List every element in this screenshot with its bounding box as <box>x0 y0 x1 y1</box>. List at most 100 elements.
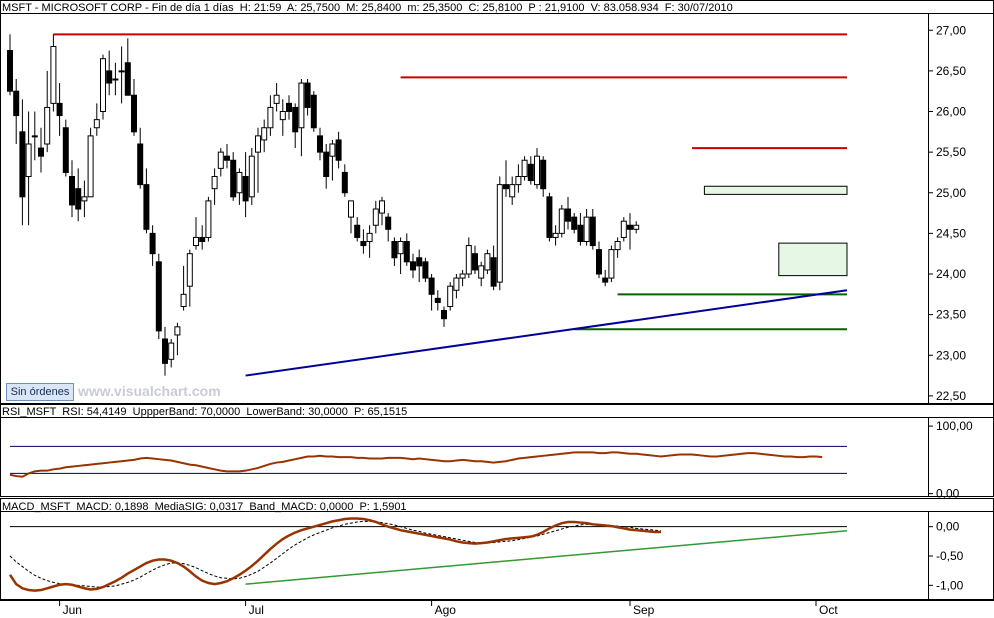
candle-body <box>360 241 367 247</box>
rsi-tick-label: 100,00 <box>936 419 973 433</box>
candle <box>310 91 317 132</box>
candle-body <box>224 155 230 161</box>
candle <box>304 79 311 116</box>
candle-body <box>118 70 125 73</box>
candle-body <box>515 176 522 186</box>
candle <box>527 156 534 185</box>
macd-line <box>8 517 661 592</box>
candle <box>329 139 336 181</box>
candle <box>620 217 627 242</box>
candle <box>248 148 255 205</box>
price-tick-label: 26,00 <box>936 105 966 119</box>
candle-body <box>261 127 268 141</box>
candle <box>44 70 51 153</box>
candle-body <box>577 224 584 242</box>
candle <box>428 274 435 311</box>
candle-body <box>348 200 354 218</box>
candle-body <box>472 253 478 271</box>
candle <box>596 241 602 279</box>
candle-body <box>137 143 144 186</box>
candle <box>515 164 522 193</box>
candle-body <box>558 208 565 234</box>
candle <box>614 237 621 258</box>
rsi-panel-header: RSI_MSFT RSI: 54,4149 UppperBand: 70,000… <box>2 406 408 418</box>
candle-body <box>38 147 44 157</box>
macd-signal-line <box>9 520 662 588</box>
candle <box>69 160 75 218</box>
price-panel-header: MSFT - MICROSOFT CORP - Fin de día 1 día… <box>2 2 733 14</box>
candle-body <box>379 200 385 214</box>
candle-body <box>87 135 94 198</box>
candle <box>81 180 88 218</box>
candle <box>627 213 633 250</box>
candle <box>106 50 113 96</box>
candle <box>19 99 26 226</box>
candle-body <box>546 196 553 238</box>
candle <box>317 127 323 161</box>
candle-body <box>180 293 187 307</box>
candle <box>484 249 491 274</box>
price-tick-label: 27,00 <box>936 23 966 37</box>
candle <box>224 144 230 169</box>
candle <box>503 160 509 197</box>
candle <box>50 34 57 112</box>
candle <box>186 249 193 307</box>
candle-body <box>236 171 243 194</box>
candle <box>25 111 32 226</box>
candle-body <box>267 106 274 129</box>
candle <box>261 119 268 153</box>
candle <box>217 148 224 177</box>
candle <box>255 127 261 193</box>
candle-body <box>403 241 410 263</box>
candle <box>242 152 249 218</box>
candle <box>447 282 454 311</box>
candle-body <box>552 232 559 238</box>
candle-body <box>50 46 57 104</box>
candle-body <box>416 257 423 267</box>
candle-body <box>565 208 571 222</box>
candle <box>87 127 94 198</box>
candle <box>93 103 100 136</box>
candle-body <box>465 245 472 275</box>
candle-body <box>496 184 503 283</box>
candle <box>205 196 212 242</box>
candle-body <box>131 94 137 133</box>
candle-body <box>112 78 119 81</box>
month-label: Ago <box>435 603 457 617</box>
candle <box>558 204 565 238</box>
candle-body <box>75 188 82 210</box>
no-orders-button[interactable]: Sin órdenes <box>6 383 74 401</box>
candle-body <box>255 135 261 153</box>
candle-body <box>292 106 299 133</box>
candle <box>323 144 330 189</box>
candle-body <box>503 184 509 190</box>
candle-body <box>540 159 547 190</box>
panel-frame <box>0 498 994 600</box>
candle <box>571 213 578 234</box>
candle <box>298 79 305 157</box>
candle-body <box>372 208 379 226</box>
candle-body <box>81 196 88 202</box>
candle <box>552 225 559 246</box>
candle <box>267 95 274 136</box>
price-zone <box>703 185 848 195</box>
candle <box>273 83 280 112</box>
watermark: www.visualchart.com <box>78 383 221 399</box>
candle <box>360 229 367 254</box>
trendline <box>245 289 848 377</box>
candle-body <box>509 184 516 198</box>
candle <box>472 245 478 274</box>
candle <box>348 200 354 234</box>
candle-body <box>230 159 237 198</box>
candle-body <box>7 50 13 92</box>
macd-trendline <box>245 530 848 585</box>
candle-body <box>205 200 212 238</box>
candle <box>131 79 137 136</box>
candle <box>478 261 485 287</box>
candle <box>589 209 596 250</box>
candle-body <box>217 151 224 169</box>
candle <box>608 245 615 283</box>
candle <box>193 217 199 250</box>
candle-body <box>410 261 416 271</box>
candle-body <box>453 277 460 291</box>
